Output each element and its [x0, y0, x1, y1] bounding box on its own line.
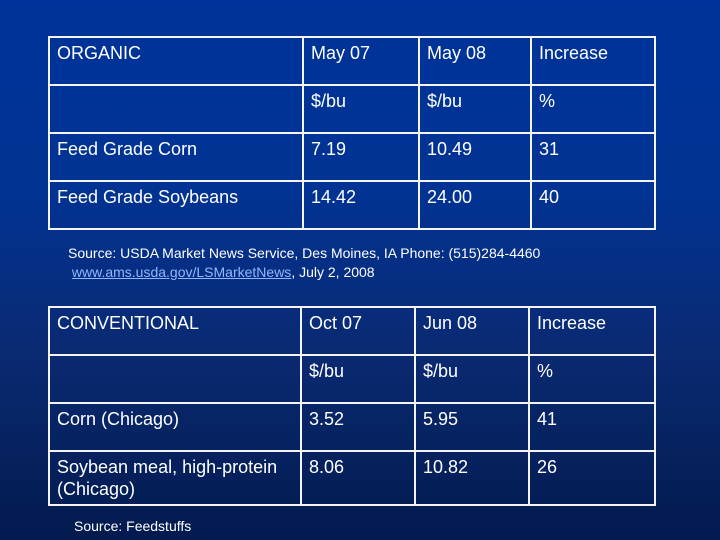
conventional-price-table: CONVENTIONAL Oct 07 Jun 08 Increase $/bu…	[48, 306, 656, 506]
column-header: Increase	[528, 306, 656, 356]
source-text: Source: USDA Market News Service, Des Mo…	[68, 245, 541, 261]
unit-cell: $/bu	[302, 84, 420, 134]
column-header: May 07	[302, 36, 420, 86]
source-date: , July 2, 2008	[291, 264, 375, 280]
unit-cell: $/bu	[300, 354, 416, 404]
cell: 14.42	[302, 180, 420, 230]
cell: 40	[530, 180, 656, 230]
table-title: CONVENTIONAL	[48, 306, 302, 356]
source-link[interactable]: www.ams.usda.gov/LSMarketNews	[71, 264, 292, 280]
column-header: Oct 07	[300, 306, 416, 356]
table-row: Feed Grade Soybeans 14.42 24.00 40	[48, 180, 656, 230]
cell: 7.19	[302, 132, 420, 182]
cell: 10.49	[418, 132, 532, 182]
units-row: $/bu $/bu %	[48, 354, 656, 404]
cell: 5.95	[414, 402, 530, 452]
row-label: Corn (Chicago)	[48, 402, 302, 452]
conventional-source: Source: Feedstuffs	[74, 518, 192, 534]
cell: 8.06	[300, 450, 416, 506]
unit-cell: %	[530, 84, 656, 134]
unit-cell: $/bu	[418, 84, 532, 134]
column-header: Increase	[530, 36, 656, 86]
source-line-2: www.ams.usda.gov/LSMarketNews, July 2, 2…	[68, 263, 540, 282]
table-row: Soybean meal, high-protein (Chicago) 8.0…	[48, 450, 656, 506]
table-row: Corn (Chicago) 3.52 5.95 41	[48, 402, 656, 452]
unit-cell: $/bu	[414, 354, 530, 404]
cell: 24.00	[418, 180, 532, 230]
row-label: Soybean meal, high-protein (Chicago)	[48, 450, 302, 506]
row-label: Feed Grade Corn	[48, 132, 304, 182]
unit-cell	[48, 84, 304, 134]
organic-price-table: ORGANIC May 07 May 08 Increase $/bu $/bu…	[48, 36, 656, 230]
unit-cell	[48, 354, 302, 404]
cell: 3.52	[300, 402, 416, 452]
cell: 10.82	[414, 450, 530, 506]
cell: 41	[528, 402, 656, 452]
row-label: Feed Grade Soybeans	[48, 180, 304, 230]
table-header-row: CONVENTIONAL Oct 07 Jun 08 Increase	[48, 306, 656, 356]
column-header: May 08	[418, 36, 532, 86]
organic-source: Source: USDA Market News Service, Des Mo…	[68, 244, 540, 282]
table-row: Feed Grade Corn 7.19 10.49 31	[48, 132, 656, 182]
table-title: ORGANIC	[48, 36, 304, 86]
cell: 31	[530, 132, 656, 182]
units-row: $/bu $/bu %	[48, 84, 656, 134]
table-header-row: ORGANIC May 07 May 08 Increase	[48, 36, 656, 86]
column-header: Jun 08	[414, 306, 530, 356]
unit-cell: %	[528, 354, 656, 404]
cell: 26	[528, 450, 656, 506]
